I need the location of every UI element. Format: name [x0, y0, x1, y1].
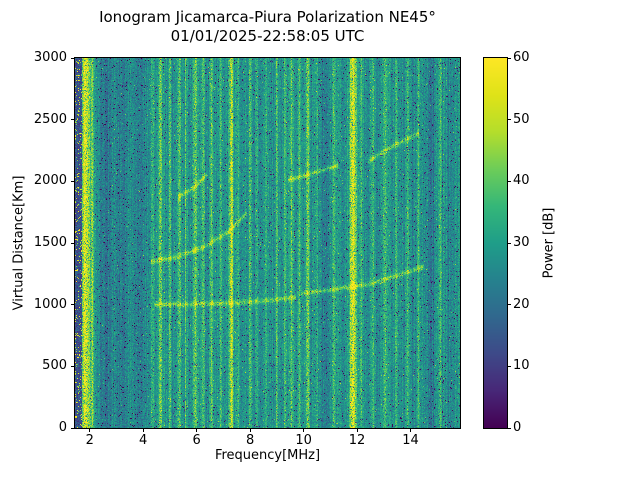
y-tick-mark: [71, 365, 75, 367]
colorbar: [483, 57, 508, 429]
y-tick-label: 1500: [33, 235, 67, 250]
x-tick-label: 8: [245, 433, 255, 448]
chart-title-line1: Ionogram Jicamarca-Piura Polarization NE…: [99, 8, 436, 26]
x-tick-label: 10: [295, 433, 312, 448]
y-tick-mark: [71, 119, 75, 121]
colorbar-tick-label: 50: [513, 111, 530, 127]
y-tick-label: 3000: [33, 50, 67, 65]
x-tick-mark: [89, 428, 91, 432]
y-tick-label: 2000: [33, 173, 67, 189]
ionogram-heatmap: [74, 57, 461, 429]
x-tick-mark: [142, 428, 144, 432]
colorbar-tick-label: 10: [513, 358, 530, 374]
colorbar-tick-mark: [507, 119, 511, 121]
y-tick-label: 2500: [33, 111, 67, 127]
x-tick-label: 4: [139, 433, 148, 448]
y-axis-label: Virtual Distance[Km]: [11, 175, 27, 311]
colorbar-tick-label: 60: [513, 50, 530, 65]
chart-title-line2: 01/01/2025-22:58:05 UTC: [170, 27, 365, 45]
colorbar-tick-mark: [507, 180, 511, 182]
colorbar-tick-mark: [507, 242, 511, 244]
x-tick-mark: [356, 428, 358, 432]
x-tick-label: 6: [192, 433, 201, 448]
colorbar-tick-label: 0: [513, 420, 522, 435]
colorbar-label: Power [dB]: [541, 207, 557, 279]
colorbar-tick-mark: [507, 57, 511, 59]
colorbar-tick-mark: [507, 365, 511, 367]
x-axis-label: Frequency[MHz]: [214, 448, 321, 463]
x-tick-label: 2: [85, 433, 94, 448]
x-tick-mark: [303, 428, 305, 432]
y-tick-mark: [71, 304, 75, 306]
y-tick-label: 500: [42, 358, 67, 374]
y-tick-mark: [71, 57, 75, 59]
chart-title: Ionogram Jicamarca-Piura Polarization NE…: [75, 8, 460, 46]
colorbar-tick-label: 30: [513, 235, 530, 250]
x-tick-label: 12: [348, 433, 366, 448]
colorbar-tick-label: 20: [513, 296, 530, 312]
colorbar-tick-mark: [507, 304, 511, 306]
x-tick-mark: [196, 428, 198, 432]
x-tick-mark: [249, 428, 251, 432]
y-tick-label: 1000: [33, 296, 67, 312]
x-tick-mark: [410, 428, 412, 432]
y-tick-mark: [71, 180, 75, 182]
x-tick-label: 14: [402, 433, 419, 448]
colorbar-tick-mark: [507, 427, 511, 429]
y-tick-mark: [71, 427, 75, 429]
y-tick-label: 0: [58, 420, 67, 435]
y-tick-mark: [71, 242, 75, 244]
colorbar-tick-label: 40: [513, 173, 530, 189]
